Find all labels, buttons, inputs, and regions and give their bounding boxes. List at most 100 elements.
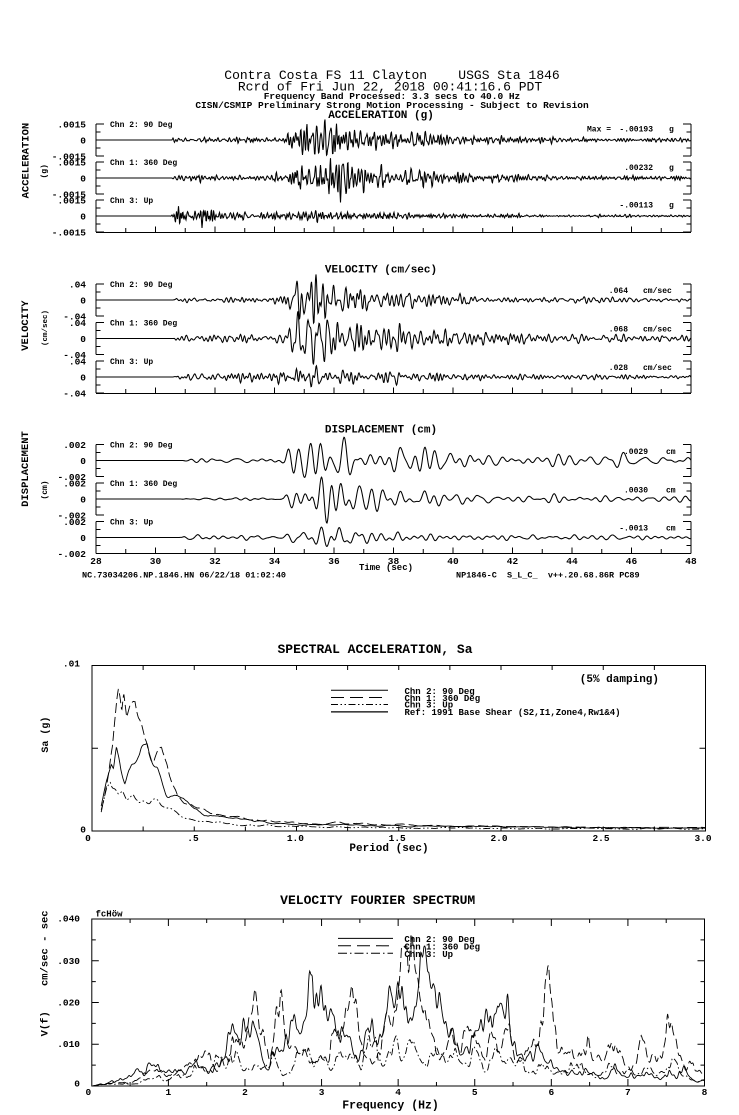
- svg-text:40: 40: [447, 556, 459, 567]
- svg-text:Frequency (Hz): Frequency (Hz): [342, 1100, 439, 1113]
- svg-text:cm: cm: [666, 524, 676, 533]
- svg-text:.04: .04: [69, 318, 86, 329]
- svg-text:Rcrd of Fri Jun 22, 2018 00:41: Rcrd of Fri Jun 22, 2018 00:41:16.6 PDT: [238, 80, 542, 95]
- svg-text:.0015: .0015: [57, 195, 86, 206]
- svg-text:g: g: [669, 125, 674, 134]
- svg-text:g: g: [669, 164, 674, 173]
- svg-text:32: 32: [209, 556, 221, 567]
- svg-text:.068: .068: [609, 325, 628, 334]
- svg-text:0: 0: [80, 825, 86, 836]
- svg-text:Chn 1: 360 Deg: Chn 1: 360 Deg: [404, 942, 480, 952]
- svg-text:.002: .002: [63, 517, 86, 528]
- svg-text:4: 4: [395, 1087, 401, 1098]
- svg-text:0: 0: [80, 533, 86, 544]
- svg-text:cm: cm: [666, 486, 676, 495]
- svg-text:0: 0: [80, 494, 86, 505]
- svg-text:Chn 1: 360 Deg: Chn 1: 360 Deg: [110, 319, 177, 328]
- svg-text:-.002: -.002: [57, 549, 86, 560]
- svg-text:Chn 2: 90 Deg: Chn 2: 90 Deg: [404, 935, 474, 945]
- svg-text:CISN/CSMIP Preliminary Strong: CISN/CSMIP Preliminary Strong Motion Pro…: [195, 100, 589, 111]
- svg-text:ACCELERATION: ACCELERATION: [21, 123, 33, 199]
- svg-text:0: 0: [85, 1087, 91, 1098]
- svg-text:Chn 1: 360 Deg: Chn 1: 360 Deg: [405, 694, 481, 704]
- svg-text:2.5: 2.5: [592, 833, 609, 844]
- svg-text:.0029: .0029: [624, 448, 648, 457]
- svg-text:Chn 2: 90 Deg: Chn 2: 90 Deg: [110, 281, 173, 290]
- svg-text:.010: .010: [57, 1039, 80, 1050]
- svg-text:cm/sec: cm/sec: [643, 287, 672, 296]
- svg-text:V(f) cm/sec - sec: V(f) cm/sec - sec: [40, 910, 52, 1036]
- svg-text:-.0015: -.0015: [52, 189, 87, 200]
- svg-text:3.0: 3.0: [694, 833, 711, 844]
- svg-text:.040: .040: [57, 914, 80, 925]
- svg-text:Time (sec): Time (sec): [359, 563, 413, 573]
- svg-text:.028: .028: [609, 364, 628, 373]
- svg-text:1.5: 1.5: [389, 833, 406, 844]
- svg-text:.5: .5: [187, 833, 199, 844]
- svg-text:1: 1: [166, 1087, 172, 1098]
- svg-text:0: 0: [80, 334, 86, 345]
- svg-text:Sa (g): Sa (g): [40, 717, 52, 753]
- svg-text:0: 0: [80, 173, 86, 184]
- svg-text:0: 0: [80, 372, 86, 383]
- svg-text:Period (sec): Period (sec): [349, 843, 428, 855]
- svg-text:(5% damping): (5% damping): [580, 674, 659, 686]
- svg-text:Chn 2: 90 Deg: Chn 2: 90 Deg: [405, 687, 475, 697]
- svg-text:Chn 3: Up: Chn 3: Up: [405, 701, 454, 711]
- svg-text:42: 42: [507, 556, 519, 567]
- svg-text:.0015: .0015: [57, 119, 86, 130]
- svg-text:1.0: 1.0: [287, 833, 304, 844]
- svg-text:30: 30: [150, 556, 162, 567]
- svg-text:8: 8: [702, 1087, 708, 1098]
- svg-text:0: 0: [85, 833, 91, 844]
- svg-text:2: 2: [242, 1087, 248, 1098]
- svg-text:48: 48: [685, 556, 697, 567]
- svg-text:Chn 1: 360 Deg: Chn 1: 360 Deg: [110, 480, 177, 489]
- svg-text:VELOCITY (cm/sec): VELOCITY (cm/sec): [325, 264, 437, 276]
- svg-text:Chn 3: Up: Chn 3: Up: [110, 358, 153, 367]
- svg-text:-.0015: -.0015: [52, 227, 87, 238]
- svg-text:NC.73034206.NP.1846.HN 06/22/1: NC.73034206.NP.1846.HN 06/22/18 01:02:40: [82, 570, 286, 580]
- svg-text:-.00193: -.00193: [619, 125, 653, 134]
- svg-text:.0030: .0030: [624, 486, 648, 495]
- svg-text:0: 0: [80, 456, 86, 467]
- svg-text:Ref: 1991 Base Shear (S2,I1,Zo: Ref: 1991 Base Shear (S2,I1,Zone4,Rw1&4): [405, 708, 621, 718]
- svg-text:Max =: Max =: [587, 125, 611, 134]
- svg-text:0: 0: [80, 135, 86, 146]
- svg-text:(cm): (cm): [41, 480, 50, 499]
- svg-text:38: 38: [388, 556, 400, 567]
- svg-text:36: 36: [328, 556, 340, 567]
- svg-text:Chn 2: 90 Deg: Chn 2: 90 Deg: [110, 441, 173, 450]
- svg-text:Contra Costa FS 11 Clayton: Contra Costa FS 11 Clayton USGS Sta 1846: [224, 68, 559, 83]
- svg-text:6: 6: [548, 1087, 554, 1098]
- svg-text:0: 0: [80, 211, 86, 222]
- svg-text:7: 7: [625, 1087, 631, 1098]
- svg-text:-.002: -.002: [57, 510, 86, 521]
- svg-text:DISPLACEMENT: DISPLACEMENT: [20, 431, 32, 507]
- svg-text:.002: .002: [63, 440, 86, 451]
- svg-text:-.0015: -.0015: [52, 151, 87, 162]
- svg-text:.0015: .0015: [57, 157, 86, 168]
- svg-text:Chn 2: 90 Deg: Chn 2: 90 Deg: [110, 121, 173, 130]
- svg-text:.04: .04: [69, 279, 86, 290]
- svg-text:cm: cm: [666, 448, 676, 457]
- svg-text:5: 5: [472, 1087, 478, 1098]
- svg-text:.064: .064: [609, 287, 628, 296]
- svg-text:.002: .002: [63, 478, 86, 489]
- svg-text:Frequency Band Processed: 3.3: Frequency Band Processed: 3.3 secs to 40…: [264, 91, 521, 102]
- svg-text:fcHöw: fcHöw: [96, 909, 124, 919]
- svg-text:(cm/sec): (cm/sec): [42, 310, 50, 346]
- svg-text:-.04: -.04: [63, 311, 86, 322]
- svg-text:-.04: -.04: [63, 350, 86, 361]
- svg-text:0: 0: [80, 295, 86, 306]
- svg-text:.01: .01: [63, 658, 80, 669]
- svg-text:(g): (g): [41, 164, 50, 178]
- svg-text:SPECTRAL ACCELERATION, Sa: SPECTRAL ACCELERATION, Sa: [277, 642, 472, 657]
- svg-text:.030: .030: [57, 956, 80, 967]
- svg-text:VELOCITY FOURIER SPECTRUM: VELOCITY FOURIER SPECTRUM: [280, 893, 475, 908]
- svg-text:.020: .020: [57, 998, 80, 1009]
- svg-text:.04: .04: [69, 356, 86, 367]
- svg-text:44: 44: [566, 556, 578, 567]
- svg-text:2.0: 2.0: [490, 833, 507, 844]
- svg-text:Chn 3: Up: Chn 3: Up: [404, 950, 453, 960]
